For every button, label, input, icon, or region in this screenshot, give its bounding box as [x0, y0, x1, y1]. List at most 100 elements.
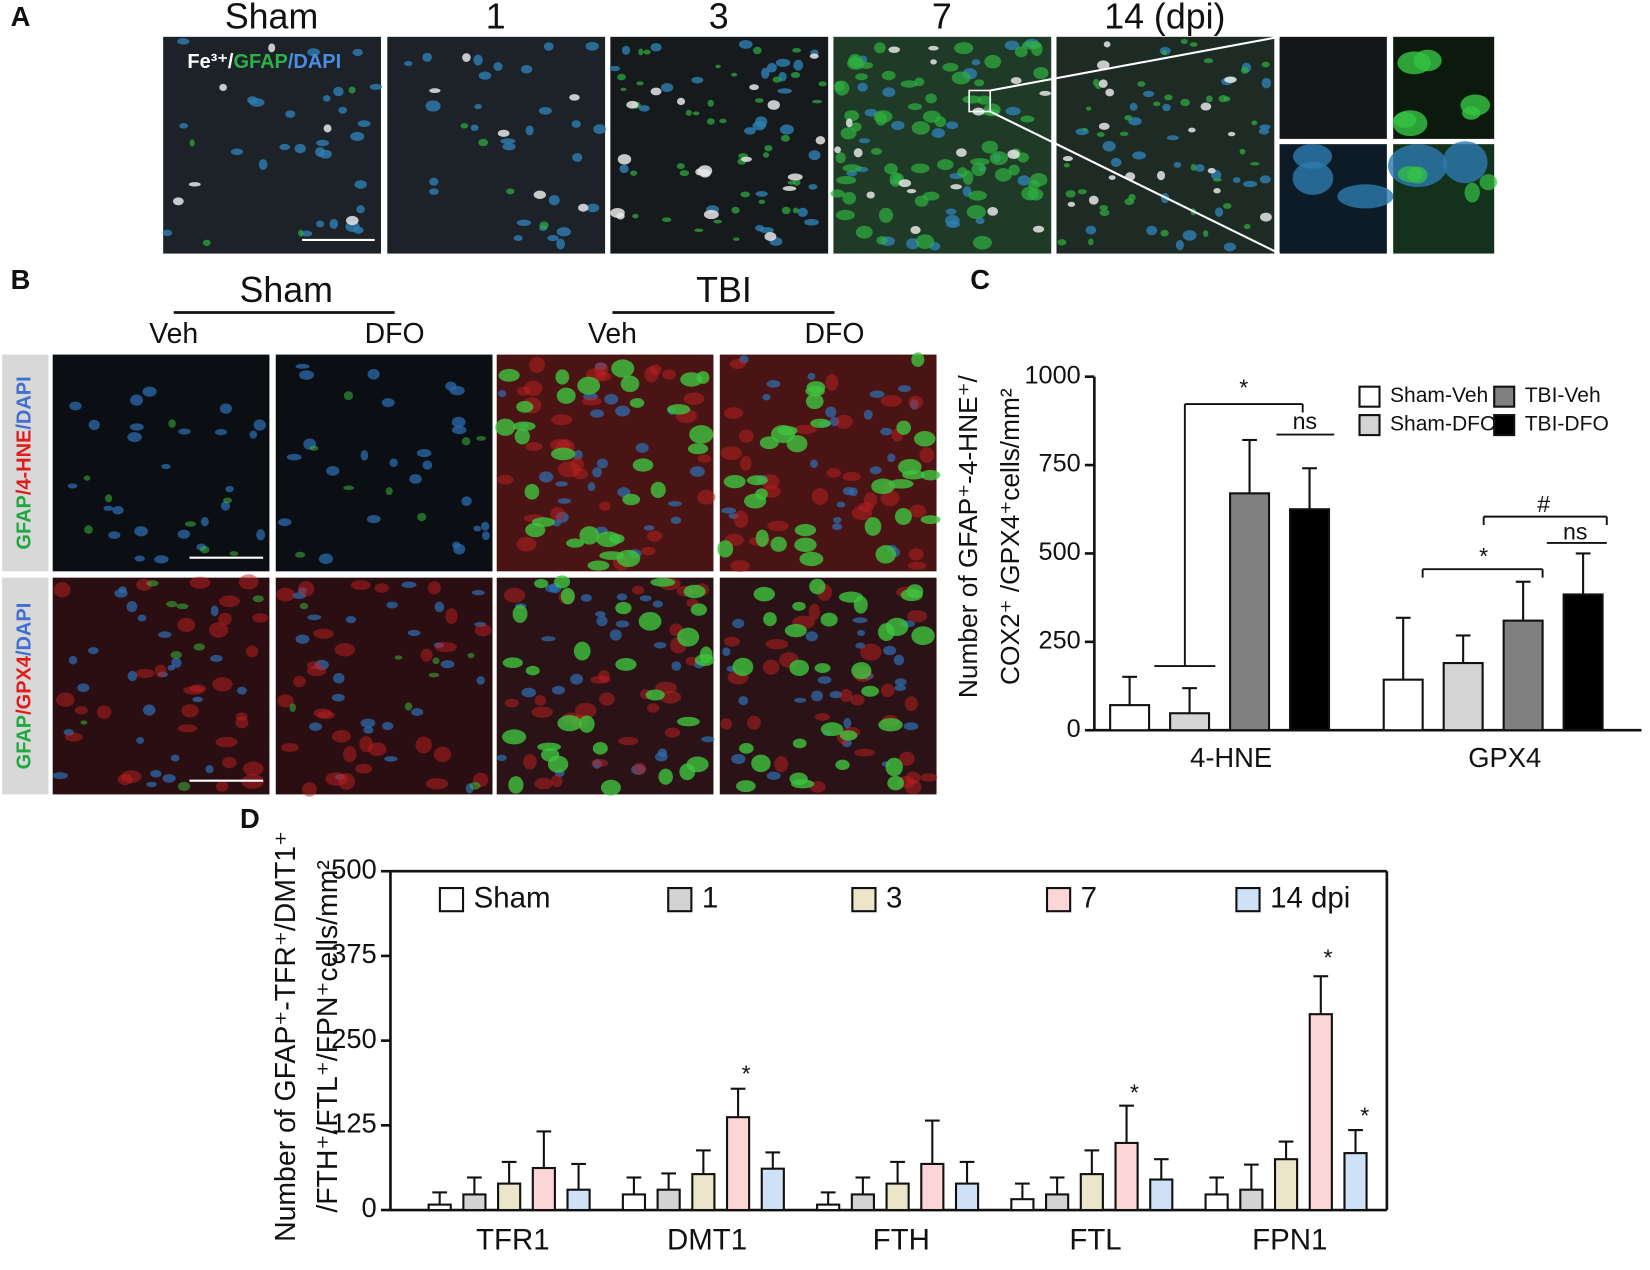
cell — [171, 657, 182, 668]
cell — [689, 425, 714, 444]
cell — [695, 168, 704, 176]
cell — [721, 507, 737, 514]
cell — [1099, 209, 1110, 217]
cell — [1102, 141, 1116, 152]
cell — [575, 702, 597, 719]
cell — [451, 416, 466, 428]
x-tick-label: FPN1 — [1252, 1223, 1327, 1256]
cell — [300, 230, 313, 237]
cell — [557, 498, 572, 504]
cell — [74, 706, 88, 715]
cell — [1124, 114, 1133, 121]
legend-swatch — [1358, 385, 1381, 408]
cell — [782, 185, 797, 192]
cell — [112, 505, 124, 515]
cell — [1166, 135, 1179, 141]
cell — [177, 617, 196, 633]
cell — [863, 492, 878, 508]
cell — [338, 106, 348, 114]
cell — [557, 715, 582, 732]
cell — [820, 722, 844, 737]
cell — [592, 742, 608, 755]
cell — [529, 356, 545, 374]
y-axis-label: COX2⁺ /GPX4⁺cells/mm² — [995, 388, 1025, 685]
cell — [504, 698, 519, 708]
x-tick-label: TFR1 — [476, 1223, 550, 1256]
cell — [539, 471, 554, 483]
cell — [587, 482, 596, 492]
stain-part: /GPX4 — [14, 656, 36, 715]
cell — [166, 600, 178, 608]
cell — [860, 643, 882, 661]
cell — [632, 458, 654, 472]
cell — [581, 397, 602, 406]
cell — [650, 42, 662, 52]
cell — [818, 81, 827, 87]
column-label: 14 (dpi) — [1104, 0, 1225, 36]
cell — [697, 489, 716, 505]
cell — [516, 537, 537, 552]
cell — [691, 76, 704, 84]
cell — [723, 475, 746, 489]
cell — [1207, 167, 1216, 174]
cell — [64, 732, 83, 742]
cell — [587, 560, 610, 571]
cell — [318, 553, 334, 565]
cell — [896, 420, 911, 435]
cell — [920, 515, 941, 524]
micrographs — [52, 35, 1498, 797]
cell — [293, 675, 306, 688]
panel-label: A — [11, 1, 31, 32]
cell — [177, 529, 191, 539]
cell — [249, 430, 258, 439]
cell — [766, 380, 781, 388]
cell — [80, 720, 88, 725]
cell — [699, 646, 713, 664]
cell — [1021, 186, 1039, 201]
cell — [214, 429, 228, 436]
annotation: * — [1239, 374, 1248, 400]
cell — [103, 505, 114, 511]
cell — [1065, 190, 1076, 198]
cell — [885, 617, 909, 637]
cell — [751, 754, 771, 773]
cell — [1005, 106, 1021, 116]
cell — [1227, 131, 1236, 137]
cell — [302, 781, 317, 797]
cell — [521, 687, 537, 698]
cell — [707, 99, 714, 107]
cell — [736, 780, 756, 793]
cell — [295, 363, 310, 369]
cell — [731, 72, 738, 77]
cell — [548, 194, 560, 206]
column-label: 3 — [709, 0, 729, 36]
cell — [534, 695, 547, 706]
stain-part: Fe³⁺/ — [187, 51, 234, 73]
cell — [245, 645, 259, 658]
y-tick-label: 1000 — [1025, 361, 1081, 389]
cell — [619, 164, 629, 174]
cell — [842, 191, 857, 205]
cell — [319, 149, 332, 159]
cell — [730, 560, 750, 572]
bar — [954, 1182, 980, 1212]
cell — [355, 763, 373, 774]
cell — [1222, 203, 1232, 209]
cell — [754, 98, 764, 103]
cell — [1096, 131, 1105, 137]
cell — [907, 103, 923, 111]
cell — [774, 756, 789, 773]
cell — [866, 191, 875, 199]
cell — [945, 214, 960, 226]
cell — [1190, 163, 1197, 171]
cell — [805, 631, 818, 642]
cell — [911, 121, 930, 135]
cell — [555, 369, 570, 385]
cell — [1250, 162, 1260, 166]
cell — [662, 217, 672, 223]
cell — [531, 706, 553, 718]
cell — [177, 781, 191, 792]
cell — [666, 404, 691, 415]
cell — [104, 494, 113, 503]
cell — [749, 84, 759, 91]
